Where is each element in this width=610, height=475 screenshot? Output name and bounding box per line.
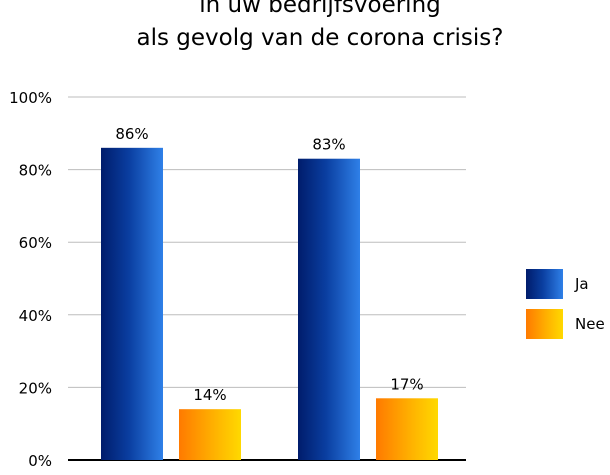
legend-swatch-ja	[526, 269, 563, 299]
chart-title-line-1: in uw bedrijfsvoering	[199, 0, 441, 18]
chart-title-line-2: als gevolg van de corona crisis?	[136, 25, 504, 51]
bar-nee-2	[376, 398, 438, 460]
data-label-nee-1: 14%	[193, 386, 226, 404]
legend-swatch-nee	[526, 309, 563, 339]
bar-ja-1	[101, 147, 163, 460]
data-label-ja-2: 83%	[312, 136, 345, 154]
legend-label-ja: Ja	[575, 275, 589, 293]
y-tick-label: 0%	[28, 452, 52, 470]
bar-nee-1	[179, 409, 241, 460]
y-tick-label: 100%	[9, 89, 52, 107]
legend-label-nee: Nee	[575, 315, 605, 333]
y-tick-label: 60%	[19, 234, 52, 252]
y-tick-label: 20%	[19, 379, 52, 397]
y-tick-label: 40%	[19, 307, 52, 325]
data-label-nee-2: 17%	[390, 375, 423, 393]
y-tick-label: 80%	[19, 162, 52, 180]
bar-ja-2	[298, 158, 360, 460]
data-label-ja-1: 86%	[115, 125, 148, 143]
